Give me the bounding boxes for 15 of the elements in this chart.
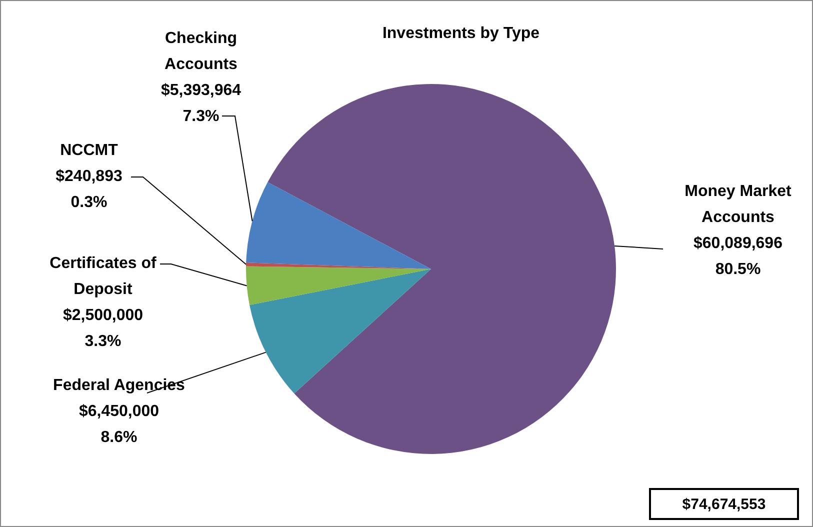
slice-label: NCCMT bbox=[60, 142, 118, 159]
text: $74,674,553 bbox=[649, 488, 799, 520]
chart-title: Investments by Type bbox=[381, 25, 541, 43]
slice-label: Certificates of Deposit bbox=[50, 255, 158, 298]
data-label: $5,393,964 7.3% bbox=[160, 82, 242, 125]
pie-slice bbox=[246, 266, 431, 305]
pie-slice bbox=[268, 84, 616, 454]
slice-label: Checking Accounts bbox=[164, 30, 238, 73]
pie-slice bbox=[250, 269, 431, 394]
data-label: $240,893 0.3% bbox=[56, 168, 122, 211]
pie-slice bbox=[246, 182, 431, 269]
data-label: $6,450,000 8.6% bbox=[78, 403, 160, 446]
slice-label: Money Market Accounts bbox=[684, 183, 792, 226]
data-label: $60,089,696 80.5% bbox=[694, 235, 783, 278]
data-label: $2,500,000 3.3% bbox=[62, 307, 144, 350]
